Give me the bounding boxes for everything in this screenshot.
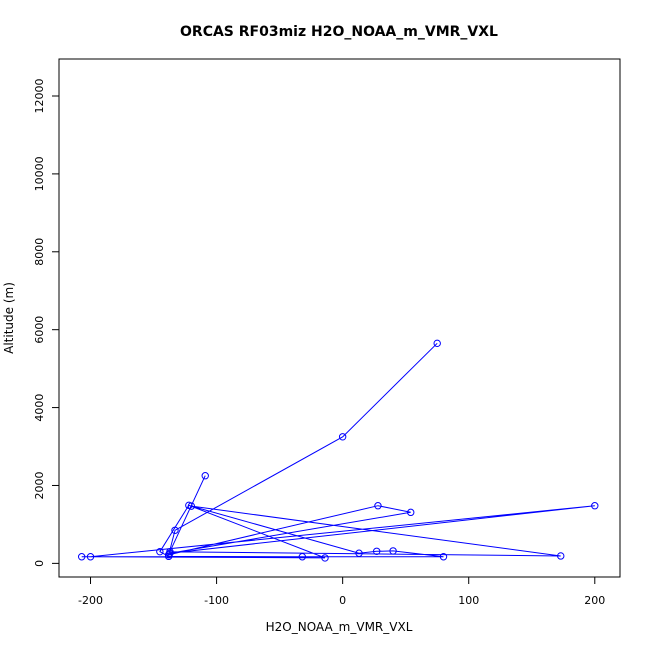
y-tick-label: 4000 [33,394,46,422]
plot-frame [58,58,621,578]
data-point [164,552,173,561]
data-point [374,502,382,510]
data-point [298,553,307,561]
data-point [389,547,397,555]
data-point [156,547,164,556]
y-axis: 0 2000 4000 6000 8000 10000 12000 [33,79,60,567]
data-point [166,547,174,556]
data-series [77,339,599,562]
y-axis-label: Altitude (m) [2,282,16,354]
data-point [201,472,209,480]
y-tick-label: 12000 [33,79,46,114]
data-point [77,553,86,561]
data-point [355,549,363,557]
x-tick-label: 100 [458,594,479,607]
data-point [187,502,196,510]
x-axis-label: H2O_NOAA_m_VMR_VXL [266,620,413,634]
data-point [86,553,95,561]
data-point [338,433,347,441]
data-point [557,552,565,560]
data-point [407,508,415,517]
x-tick-label: 200 [584,594,605,607]
chart-title: ORCAS RF03miz H2O_NOAA_m_VMR_VXL [180,24,498,40]
y-tick-label: 6000 [33,316,46,344]
y-tick-label: 2000 [33,471,46,499]
series-line [81,342,595,559]
data-point [439,553,448,561]
data-point [171,526,179,534]
y-tick-label: 0 [33,560,46,567]
data-point [321,554,329,562]
x-axis: -200 -100 0 100 200 [78,576,605,607]
x-tick-label: -100 [204,594,229,607]
y-tick-label: 10000 [33,156,46,191]
x-tick-label: 0 [339,594,346,607]
data-point [372,547,381,555]
x-tick-label: -200 [78,594,103,607]
y-tick-label: 8000 [33,238,46,266]
data-point [433,339,441,348]
data-point [591,502,599,510]
